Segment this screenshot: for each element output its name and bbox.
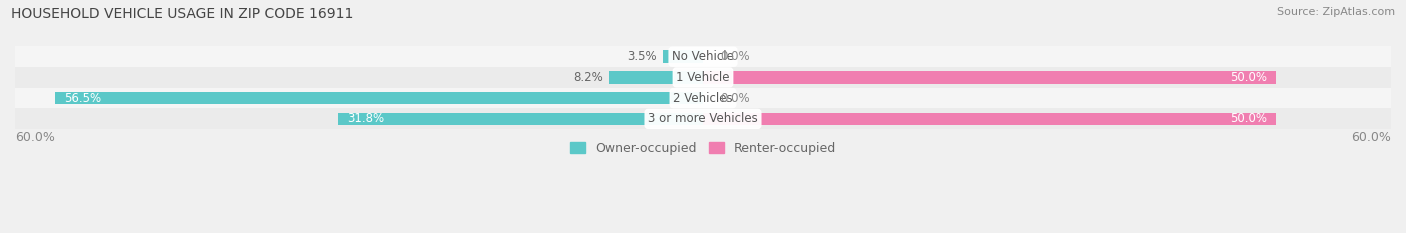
Bar bbox=[609, 71, 703, 84]
Text: Source: ZipAtlas.com: Source: ZipAtlas.com bbox=[1277, 7, 1395, 17]
Text: 56.5%: 56.5% bbox=[65, 92, 101, 105]
Bar bbox=[703, 113, 1277, 125]
Bar bbox=[15, 46, 1391, 67]
Bar bbox=[15, 109, 1391, 129]
Text: 1 Vehicle: 1 Vehicle bbox=[676, 71, 730, 84]
Bar bbox=[55, 92, 703, 104]
Bar bbox=[662, 51, 703, 63]
Text: 3 or more Vehicles: 3 or more Vehicles bbox=[648, 112, 758, 125]
Text: 0.0%: 0.0% bbox=[720, 50, 749, 63]
Text: 50.0%: 50.0% bbox=[1230, 112, 1267, 125]
Text: 0.0%: 0.0% bbox=[720, 92, 749, 105]
Legend: Owner-occupied, Renter-occupied: Owner-occupied, Renter-occupied bbox=[565, 137, 841, 160]
Text: 31.8%: 31.8% bbox=[347, 112, 385, 125]
Text: HOUSEHOLD VEHICLE USAGE IN ZIP CODE 16911: HOUSEHOLD VEHICLE USAGE IN ZIP CODE 1691… bbox=[11, 7, 354, 21]
Text: No Vehicle: No Vehicle bbox=[672, 50, 734, 63]
Text: 50.0%: 50.0% bbox=[1230, 71, 1267, 84]
Bar bbox=[15, 88, 1391, 109]
Text: 3.5%: 3.5% bbox=[627, 50, 657, 63]
Text: 60.0%: 60.0% bbox=[1351, 131, 1391, 144]
Bar bbox=[339, 113, 703, 125]
Text: 2 Vehicles: 2 Vehicles bbox=[673, 92, 733, 105]
Text: 8.2%: 8.2% bbox=[574, 71, 603, 84]
Bar bbox=[703, 71, 1277, 84]
Text: 60.0%: 60.0% bbox=[15, 131, 55, 144]
Bar bbox=[15, 67, 1391, 88]
